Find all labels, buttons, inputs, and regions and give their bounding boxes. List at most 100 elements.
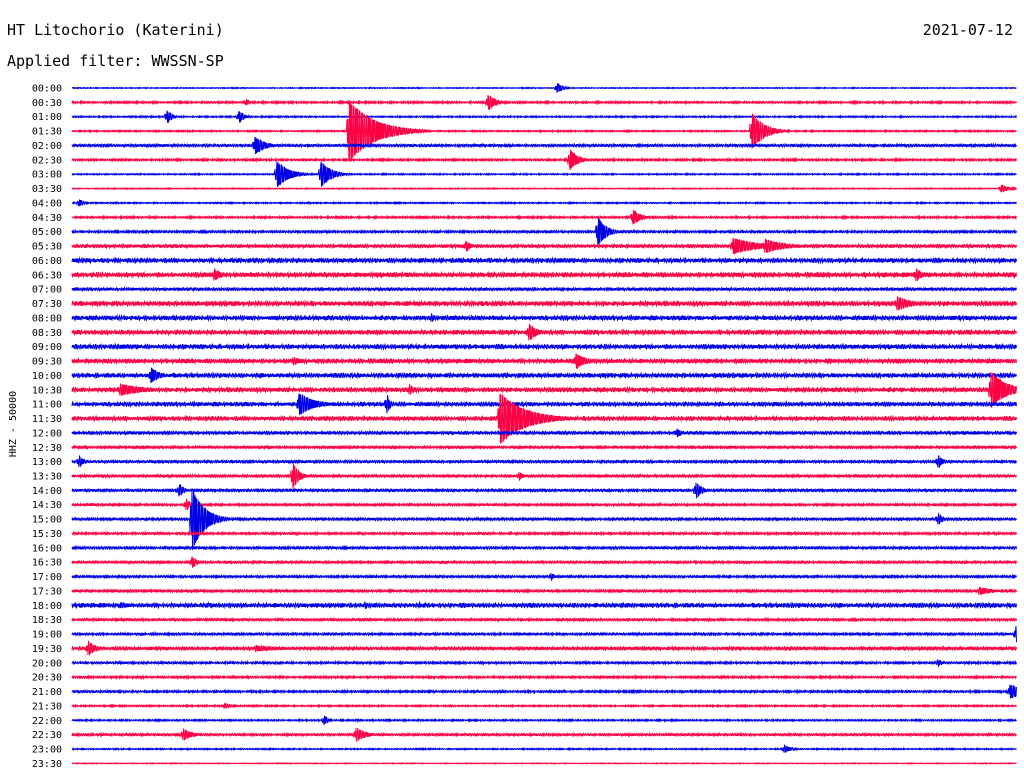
seismic-trace [71,94,1017,111]
seismic-trace [71,136,1017,155]
seismic-trace [71,497,1017,511]
seismic-trace [71,393,1017,415]
time-label: 03:00 [32,170,62,181]
time-label: 11:00 [32,400,62,411]
seismic-trace [71,184,1017,193]
seismic-trace [71,367,1017,384]
time-label: 08:30 [32,328,62,339]
time-label: 09:00 [32,342,62,353]
time-label: 14:00 [32,486,62,497]
time-label: 15:30 [32,529,62,540]
time-label: 23:00 [32,745,62,756]
seismic-trace [71,342,1017,351]
time-label: 14:30 [32,500,62,511]
seismic-trace [71,110,1017,124]
time-label: 12:30 [32,443,62,454]
time-label: 04:00 [32,198,62,209]
trace-group [71,82,1017,765]
time-label: 07:00 [32,285,62,296]
seismic-trace [71,149,1017,170]
time-label: 09:30 [32,357,62,368]
seismic-trace [71,267,1017,282]
time-label: 13:00 [32,457,62,468]
time-label: 22:30 [32,730,62,741]
time-label: 15:00 [32,515,62,526]
time-label: 00:30 [32,98,62,109]
time-label: 06:30 [32,270,62,281]
seismic-trace [71,586,1017,596]
time-label: 18:00 [32,601,62,612]
seismic-trace [71,463,1017,489]
seismic-trace [71,684,1017,699]
seismic-trace [71,488,1017,551]
time-label: 22:00 [32,716,62,727]
time-label: 20:00 [32,658,62,669]
seismic-trace [71,556,1017,568]
seismic-trace [71,353,1017,370]
seismic-trace [71,454,1017,469]
time-label: 05:30 [32,242,62,253]
record-date: 2021-07-12 [922,21,1013,39]
time-label: 16:30 [32,558,62,569]
seismic-trace [71,238,1017,255]
seismic-trace [71,616,1017,623]
time-label: 10:00 [32,371,62,382]
seismic-trace [71,256,1017,265]
seismic-trace [71,161,1017,187]
time-label: 10:30 [32,385,62,396]
time-label: 19:30 [32,644,62,655]
time-label-group: 00:00 00:30 01:00 01:30 02:00 02:30 03:00 03:30… [32,84,62,770]
seismic-trace [71,210,1017,225]
seismic-trace [71,312,1017,323]
seismic-trace [71,393,1017,444]
seismic-trace [71,659,1017,668]
time-label: 21:00 [32,687,62,698]
time-label: 19:00 [32,630,62,641]
seismic-trace [71,762,1017,765]
time-label: 20:30 [32,673,62,684]
seismic-trace [71,715,1017,726]
time-label: 07:30 [32,299,62,310]
seismic-trace [71,744,1017,754]
time-label: 18:30 [32,615,62,626]
time-label: 16:00 [32,543,62,554]
station-title: HT Litochorio (Katerini) [7,21,224,39]
time-label: 12:00 [32,428,62,439]
seismic-trace [71,82,1017,93]
seismic-trace [71,640,1017,656]
time-label: 13:30 [32,471,62,482]
time-label: 23:30 [32,759,62,770]
seismic-trace [71,727,1017,743]
time-label: 21:30 [32,701,62,712]
time-label: 05:00 [32,227,62,238]
seismic-trace [71,482,1017,499]
seismic-trace [71,444,1017,451]
seismic-trace [71,530,1017,537]
seismic-trace [71,323,1017,341]
seismic-trace [71,286,1017,293]
seismic-trace [71,101,1017,162]
time-label: 03:30 [32,184,62,195]
time-label: 11:30 [32,414,62,425]
seismic-trace [71,600,1017,610]
seismic-trace [71,199,1017,207]
seismic-trace [71,217,1017,246]
time-label: 06:00 [32,256,62,267]
seismic-trace [71,371,1017,408]
time-label: 01:00 [32,112,62,123]
time-label: 02:30 [32,155,62,166]
time-label: 04:30 [32,213,62,224]
time-label: 08:00 [32,313,62,324]
time-label: 17:00 [32,572,62,583]
seismic-trace [71,626,1017,643]
time-label: 01:30 [32,127,62,138]
time-label: 02:00 [32,141,62,152]
seismic-trace [71,544,1017,551]
seismic-trace [71,702,1017,709]
channel-label: HHZ - 50000 [8,391,19,457]
filter-label: Applied filter: WWSSN-SP [7,52,224,70]
seismic-trace [71,573,1017,582]
time-label: 17:30 [32,586,62,597]
seismic-trace [71,674,1017,681]
